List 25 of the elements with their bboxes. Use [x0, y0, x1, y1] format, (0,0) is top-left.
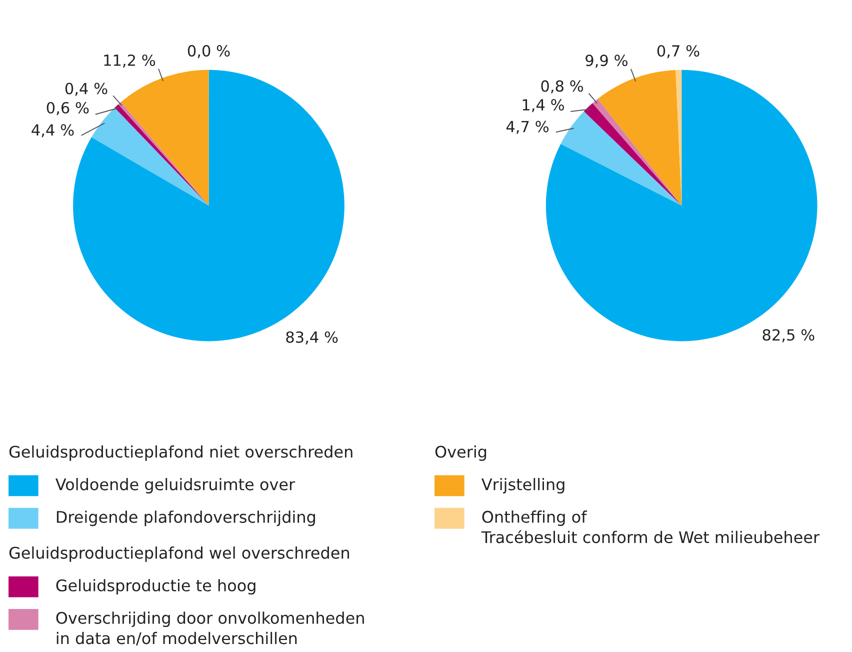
data-label: 82,5 %: [762, 329, 814, 342]
text: 0,0 %: [188, 45, 230, 58]
data-label: 4,4 %: [32, 124, 74, 138]
data-label: 9,9 %: [586, 54, 628, 68]
data-label: 1,4 %: [522, 99, 564, 112]
text: Geluidsproductieplafond niet overschreden: [9, 445, 352, 461]
pie-slice: [560, 111, 682, 206]
legend-label: Overschrijding door onvolkomenheden in data en/of modelverschillen: [56, 612, 364, 646]
text: Geluidsproductieplafond wel overschreden: [9, 546, 349, 562]
legend-label: Voldoende geluidsruimte over: [56, 478, 296, 494]
data-label: 11,2 %: [104, 54, 156, 68]
legend-label: Dreigende plafondoverschrijding: [56, 510, 315, 526]
pie-slice: [92, 108, 209, 206]
pie-slice: [120, 70, 209, 206]
legend-label: Geluidsproductie te hoog: [56, 579, 256, 595]
legend-label: Vrijstelling: [482, 478, 564, 494]
data-label: 4,7 %: [506, 120, 549, 134]
legend-label: Ontheffing of Tracébesluit conform de Wet milieubeheer: [481, 510, 820, 544]
data-label: 83,4 %: [286, 331, 338, 344]
text: Overig: [435, 445, 486, 461]
data-label: 0,8 %: [541, 80, 584, 94]
data-label: 0,6 %: [46, 102, 89, 116]
data-label: 0,7 %: [657, 45, 700, 58]
pie-slice: [598, 70, 682, 206]
data-label: 0,4 %: [65, 82, 108, 96]
